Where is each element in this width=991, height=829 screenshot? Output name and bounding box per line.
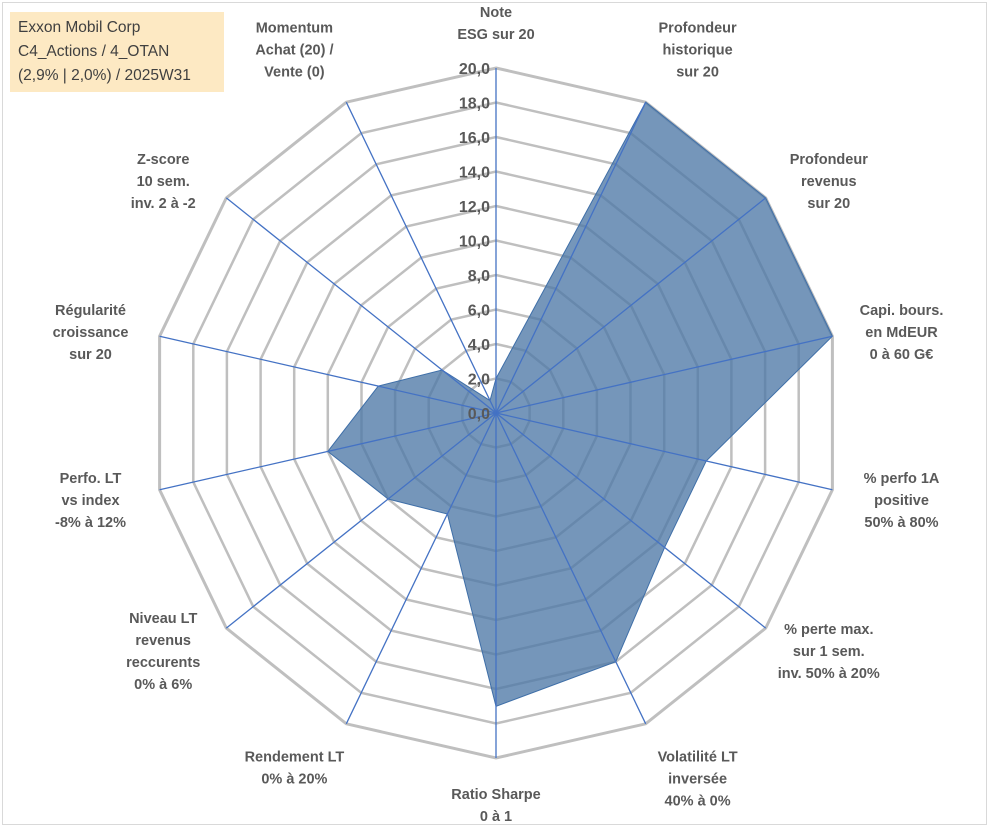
- axis-label-line: 0 à 1: [480, 809, 512, 825]
- axis-label-line: 50% à 80%: [864, 515, 938, 531]
- axis-label-line: Volatilité LT: [658, 750, 738, 766]
- axis-label: Ratio Sharpe 0 à 1: [451, 787, 540, 825]
- axis-label-line: inv. 2 à -2: [131, 196, 196, 212]
- axis-label-line: Momentum: [256, 20, 333, 36]
- axis-label: Note ESG sur 20: [457, 5, 534, 43]
- axis-label-line: Vente (0): [264, 64, 325, 80]
- axis-label: Niveau LT revenus reccurents 0% à 6%: [126, 611, 200, 693]
- axis-spoke: [495, 412, 647, 725]
- axis-label: Perfo. LT vs index -8% à 12%: [55, 471, 126, 531]
- axis-label-line: reccurents: [126, 655, 200, 671]
- tick-label: 12,0: [459, 199, 490, 216]
- axis-spoke: [495, 101, 647, 414]
- axis-label: Capi. bours. en MdEUR 0 à 60 G€: [860, 303, 944, 363]
- tick-label: 4,0: [468, 337, 490, 354]
- axis-label-line: 40% à 0%: [665, 794, 731, 810]
- tick-label: 16,0: [459, 130, 490, 147]
- axis-spoke: [159, 412, 497, 491]
- axis-label-line: 10 sem.: [137, 174, 190, 190]
- axis-label: Profondeur historique sur 20: [659, 20, 737, 80]
- axis-label-line: Note: [480, 5, 512, 21]
- info-box: Exxon Mobil Corp C4_Actions / 4_OTAN (2,…: [10, 12, 224, 92]
- axis-label: % perfo 1A positive 50% à 80%: [864, 471, 940, 531]
- axis-label-line: en MdEUR: [865, 325, 938, 341]
- axis-label-line: Ratio Sharpe: [451, 787, 540, 803]
- axis-label: % perte max. sur 1 sem. inv. 50% à 20%: [778, 622, 880, 682]
- axis-label-line: Z-score: [137, 152, 189, 168]
- axis-label-line: inversée: [668, 772, 727, 788]
- axis-label: Z-score 10 sem. inv. 2 à -2: [131, 152, 196, 212]
- axis-label-line: Niveau LT: [129, 611, 197, 627]
- info-category: C4_Actions / 4_OTAN: [18, 43, 170, 60]
- axis-spoke: [159, 335, 497, 414]
- tick-label: 18,0: [459, 96, 490, 113]
- axis-label-line: 0% à 6%: [134, 677, 192, 693]
- axis-spoke: [345, 101, 497, 414]
- axis-label-line: revenus: [801, 174, 857, 190]
- axis-label: Rendement LT 0% à 20%: [245, 750, 345, 788]
- axis-label-line: revenus: [135, 633, 191, 649]
- axis-label-line: sur 20: [807, 196, 850, 212]
- info-company: Exxon Mobil Corp: [18, 19, 141, 36]
- axis-label-line: % perfo 1A: [864, 471, 940, 487]
- axis-label-line: croissance: [53, 325, 129, 341]
- axis-spoke: [225, 197, 497, 414]
- axis-label-line: Profondeur: [790, 152, 868, 168]
- axis-label-line: Profondeur: [659, 20, 737, 36]
- tick-label: 0,0: [468, 406, 490, 423]
- axis-label-line: Régularité: [55, 303, 126, 319]
- axis-label: Volatilité LT inversée 40% à 0%: [658, 750, 738, 810]
- axis-label-line: ESG sur 20: [457, 27, 534, 43]
- axis-label-line: Rendement LT: [245, 750, 345, 766]
- tick-label: 8,0: [468, 268, 490, 285]
- axis-spoke: [345, 412, 497, 725]
- axis-spoke: [495, 335, 833, 414]
- axis-label: Régularité croissance sur 20: [53, 303, 129, 363]
- axis-label: Profondeur revenus sur 20: [790, 152, 868, 212]
- axis-label-line: sur 20: [69, 347, 112, 363]
- axis-label-line: Achat (20) /: [255, 42, 333, 58]
- tick-label: 2,0: [468, 372, 490, 389]
- axis-label-line: 0 à 60 G€: [870, 347, 934, 363]
- axis-label-line: sur 20: [676, 64, 719, 80]
- axis-label-line: sur 1 sem.: [793, 644, 865, 660]
- axis-spoke: [495, 412, 767, 629]
- tick-label: 20,0: [459, 61, 490, 78]
- tick-label: 10,0: [459, 234, 490, 251]
- axis-spoke: [495, 412, 833, 491]
- axis-label-line: % perte max.: [784, 622, 873, 638]
- axis-label-line: -8% à 12%: [55, 515, 126, 531]
- info-stats: (2,9% | 2,0%) / 2025W31: [18, 67, 191, 84]
- axis-spoke: [225, 412, 497, 629]
- axis-label-line: Capi. bours.: [860, 303, 944, 319]
- tick-label: 6,0: [468, 303, 490, 320]
- axis-label-line: positive: [874, 493, 929, 509]
- axis-label-line: historique: [663, 42, 733, 58]
- tick-label: 14,0: [459, 165, 490, 182]
- axis-label-line: Perfo. LT: [60, 471, 122, 487]
- axis-label-line: 0% à 20%: [261, 772, 327, 788]
- axis-label: Momentum Achat (20) / Vente (0): [255, 20, 333, 80]
- axis-spoke: [495, 197, 767, 414]
- axis-label-line: inv. 50% à 20%: [778, 666, 880, 682]
- axis-label-line: vs index: [61, 493, 119, 509]
